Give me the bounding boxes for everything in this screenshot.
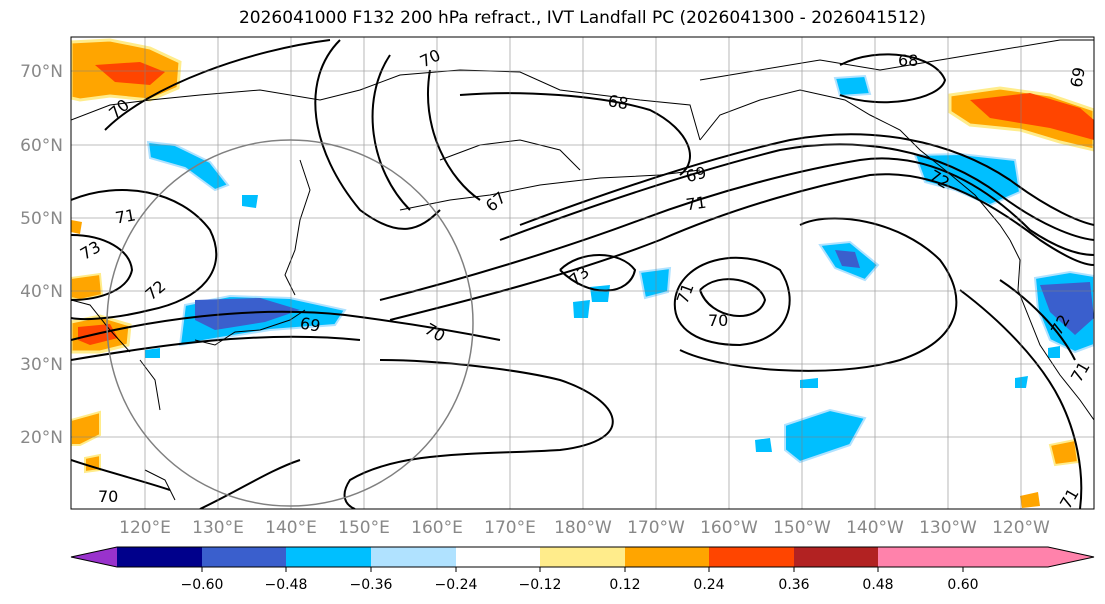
contour-lines: [71, 39, 1094, 509]
longitude-label: 170°W: [627, 518, 685, 538]
longitude-label: 140°E: [265, 518, 317, 538]
longitude-label: 150°W: [773, 518, 831, 538]
latitude-labels: 70°N 60°N 50°N 40°N 30°N 20°N: [20, 62, 63, 448]
longitude-labels: 120°E 130°E 140°E 150°E 160°E 170°E 180°…: [119, 518, 1050, 538]
colorbar-tick-label: 0.24: [693, 577, 724, 593]
colorbar-tick-label: 0.60: [947, 577, 978, 593]
contour-label: 69: [1067, 66, 1089, 89]
contour-label: 71: [1056, 485, 1083, 512]
colorbar-segment: [540, 547, 625, 567]
colorbar-tick-label: −0.12: [519, 577, 562, 593]
colorbar-tick-label: 0.12: [609, 577, 640, 593]
positive-anomaly-shading: [71, 38, 1094, 508]
map-border: [70, 36, 1095, 510]
contour-label: 68: [898, 51, 918, 70]
longitude-label: 180°W: [554, 518, 612, 538]
colorbar-segment: [456, 547, 540, 567]
longitude-label: 160°E: [411, 518, 463, 538]
colorbar-segment: [625, 547, 709, 567]
map-background: [71, 37, 1094, 509]
latitude-label: 40°N: [20, 282, 63, 302]
colorbar-tick-label: 0.36: [778, 577, 809, 593]
contour-label: 70: [708, 311, 728, 330]
colorbar: −0.60 −0.48 −0.36 −0.24 −0.12 0.12 0.24 …: [70, 546, 1095, 593]
contour-label: 71: [114, 205, 137, 227]
latitude-label: 50°N: [20, 209, 63, 229]
longitude-label: 160°W: [700, 518, 758, 538]
colorbar-segment: [371, 547, 456, 567]
colorbar-tick-label: −0.48: [265, 577, 308, 593]
colorbar-tick-label: −0.60: [181, 577, 224, 593]
longitude-label: 170°E: [484, 518, 536, 538]
gridlines: [71, 37, 1094, 509]
colorbar-segment: [202, 547, 286, 567]
map-title: 2026041000 F132 200 hPa refract., IVT La…: [238, 8, 926, 28]
contour-label: 69: [299, 313, 322, 335]
contour-label: 70: [98, 487, 118, 506]
coastlines: [71, 39, 1094, 501]
colorbar-segment: [286, 547, 371, 567]
colorbar-left-extension: [71, 547, 117, 567]
contour-label: 69: [684, 163, 709, 187]
longitude-label: 140°W: [846, 518, 904, 538]
region-circle: [106, 139, 474, 507]
colorbar-segment: [794, 547, 878, 567]
longitude-label: 150°E: [338, 518, 390, 538]
latitude-label: 60°N: [20, 136, 63, 156]
contour-label: 68: [606, 91, 629, 113]
longitude-label: 120°E: [119, 518, 171, 538]
latitude-label: 70°N: [20, 62, 63, 82]
longitude-label: 130°E: [192, 518, 244, 538]
colorbar-right-extension: [963, 547, 1094, 567]
colorbar-segment: [878, 547, 963, 567]
colorbar-ticks: [201, 567, 964, 572]
colorbar-segment: [709, 547, 794, 567]
colorbar-tick-label: −0.36: [350, 577, 393, 593]
contour-label: 71: [685, 193, 708, 215]
colorbar-tick-label: 0.48: [862, 577, 893, 593]
longitude-label: 120°W: [992, 518, 1050, 538]
colorbar-tick-label: −0.24: [435, 577, 478, 593]
latitude-label: 20°N: [20, 428, 63, 448]
latitude-label: 30°N: [20, 355, 63, 375]
longitude-label: 130°W: [919, 518, 977, 538]
colorbar-segment: [117, 547, 202, 567]
colorbar-outline: [70, 546, 1095, 568]
negative-anomaly-shading: [145, 74, 1094, 464]
